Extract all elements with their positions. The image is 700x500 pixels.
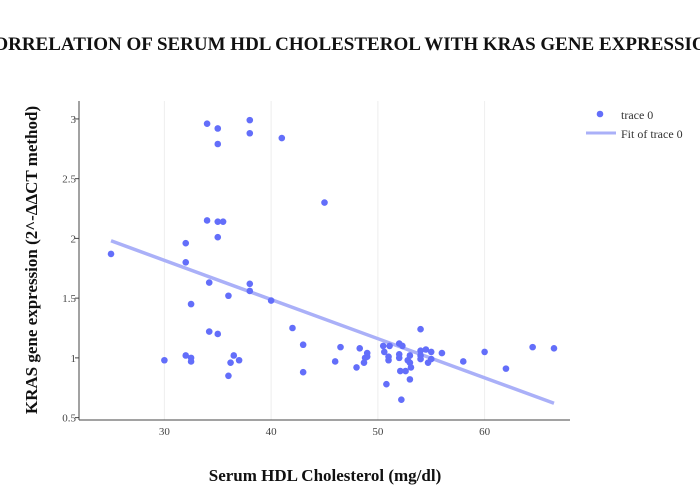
legend-label-points: trace 0	[621, 108, 653, 122]
data-point	[267, 297, 275, 304]
data-point	[427, 348, 435, 356]
data-point	[385, 356, 392, 364]
data-point	[427, 355, 435, 363]
data-point	[417, 355, 424, 363]
data-point	[235, 356, 243, 364]
data-point	[417, 347, 424, 355]
scatter-points	[107, 116, 558, 403]
data-point	[225, 372, 232, 380]
x-axis-title: Serum HDL Cholesterol (mg/dl)	[209, 466, 441, 485]
data-point	[395, 354, 403, 362]
data-point	[380, 348, 388, 356]
data-point	[299, 341, 307, 349]
data-point	[398, 396, 405, 403]
data-point	[406, 376, 414, 383]
data-point	[182, 258, 190, 266]
data-point	[399, 342, 406, 350]
data-point	[407, 364, 415, 371]
x-tick-label: 50	[372, 426, 384, 438]
data-point	[356, 345, 364, 352]
data-point	[438, 349, 446, 357]
fit-line-layer	[110, 239, 555, 405]
data-point	[182, 239, 190, 247]
data-point	[187, 300, 195, 308]
y-tick-label: 0.5	[62, 413, 76, 425]
data-point	[396, 367, 404, 375]
legend-marker-points	[596, 110, 604, 118]
data-point	[289, 324, 296, 332]
data-point	[214, 233, 222, 241]
x-axis-ticks: 30 40 50 60	[159, 426, 491, 438]
data-point	[203, 120, 211, 128]
y-tick-label: 3	[71, 114, 77, 126]
data-point	[481, 348, 488, 356]
data-point	[383, 380, 390, 388]
fit-line	[110, 239, 555, 405]
data-point	[502, 365, 510, 372]
x-tick-label: 30	[159, 426, 171, 438]
data-point	[246, 129, 254, 137]
data-point	[459, 358, 467, 365]
data-point	[406, 352, 414, 359]
x-tick-label: 40	[266, 426, 278, 438]
data-point	[225, 292, 232, 300]
data-point	[187, 358, 195, 365]
data-point	[205, 328, 213, 335]
data-point	[214, 218, 222, 225]
data-point	[422, 346, 430, 353]
data-point	[230, 352, 238, 359]
data-point	[278, 134, 286, 142]
data-point	[182, 352, 190, 359]
grid-lines	[163, 101, 486, 420]
legend: trace 0 Fit of trace 0	[586, 108, 683, 141]
data-point	[107, 250, 115, 258]
data-point	[246, 287, 254, 295]
y-axis-ticks: 0.5 1 1.5 2 2.5 3	[62, 114, 79, 425]
data-point	[219, 218, 227, 225]
y-tick-label: 2.5	[62, 174, 76, 186]
y-tick-label: 1	[71, 353, 77, 365]
data-point	[417, 325, 424, 333]
data-point	[214, 125, 222, 132]
y-tick-label: 1.5	[62, 293, 76, 305]
data-point	[331, 358, 339, 365]
data-point	[161, 356, 168, 364]
chart-title: CORRELATION OF SERUM HDL CHOLESTEROL WIT…	[0, 34, 700, 55]
y-tick-label: 2	[71, 233, 77, 245]
data-point	[203, 217, 211, 224]
data-point	[337, 343, 344, 351]
data-point	[402, 367, 409, 375]
x-tick-label: 60	[479, 426, 491, 438]
data-point	[227, 359, 234, 366]
data-point	[214, 140, 222, 148]
y-axis-title: KRAS gene expression (2^-ΔΔCT method)	[22, 106, 41, 414]
legend-label-fit: Fit of trace 0	[621, 127, 683, 141]
data-point	[379, 342, 387, 350]
data-point	[246, 280, 254, 288]
data-point	[386, 342, 393, 350]
data-point	[205, 279, 213, 286]
data-point	[246, 116, 254, 124]
data-point	[321, 199, 328, 206]
data-point	[214, 330, 222, 338]
data-point	[529, 343, 536, 351]
data-point	[550, 345, 558, 352]
data-point	[363, 353, 371, 360]
data-point	[299, 368, 307, 376]
data-point	[353, 364, 360, 371]
